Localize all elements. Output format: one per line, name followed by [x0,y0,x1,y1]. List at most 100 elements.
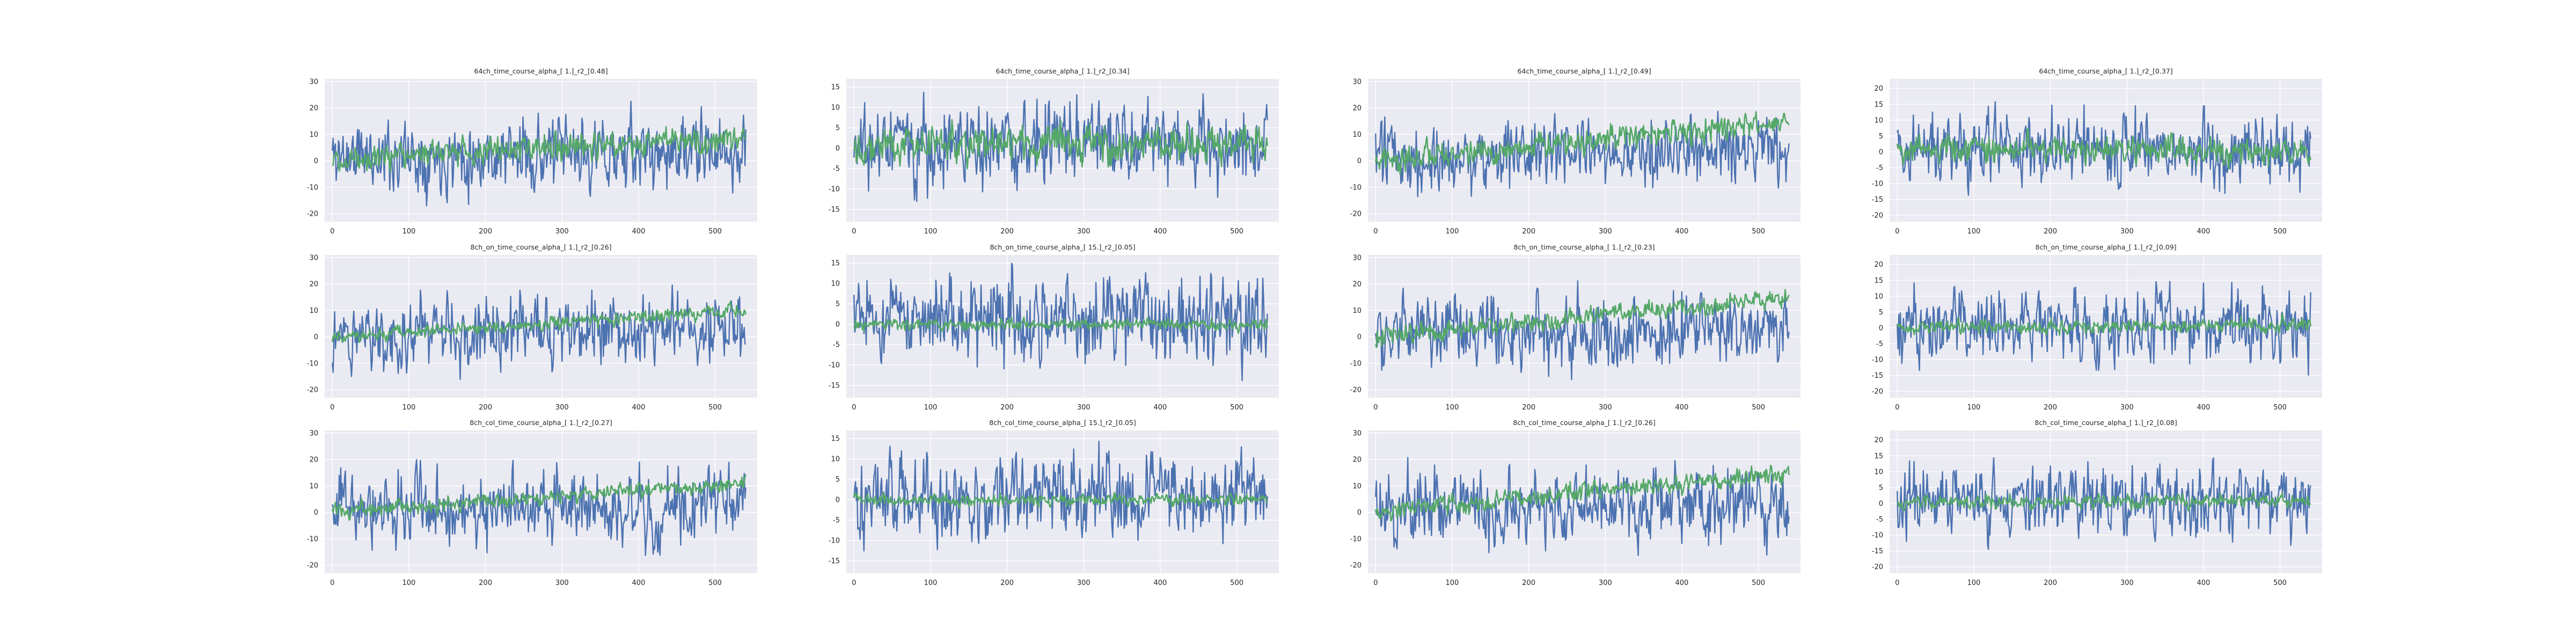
green-series-line [1374,464,1790,522]
x-tick-label: 0 [852,228,856,236]
x-tick-label: 100 [1446,404,1459,412]
blue-series-line [332,284,746,380]
y-tick-label: 10 [1874,468,1883,476]
green-series-line [1375,289,1790,348]
y-tick-label: -20 [1350,386,1362,394]
subplot-6: 0 100 200 300 400 500 -15 -10 -5 0 5 10 15 8ch_on_tim… [829,243,1279,412]
x-tick-label: 0 [330,404,334,412]
subplot-title: 8ch_on_time_course_alpha_[ 15.]_r2_[0.05… [990,243,1135,251]
green-series-line [332,126,747,173]
x-tick-label: 400 [1675,404,1688,412]
subplot-10: 0 100 200 300 400 500 -15 -10 -5 0 5 10 15 8ch_col_ti… [829,419,1279,587]
y-tick-label: -10 [307,360,318,368]
x-tick-label: 200 [1000,579,1014,587]
x-tick-label: 100 [402,404,416,412]
y-tick-label: 10 [309,307,318,315]
subplot-4: 0 100 200 300 400 500 -20 -15 -10 -5 0 5 10 15 20 64ch_… [1872,67,2322,236]
y-tick-label: 20 [309,105,318,113]
y-tick-label: 20 [1352,105,1362,113]
blue-series-line [1375,457,1790,557]
x-tick-label: 0 [852,404,856,412]
y-tick-label: -5 [1876,340,1883,348]
x-tick-label: 500 [708,404,722,412]
y-tick-label: -20 [1350,562,1362,570]
y-tick-label: -15 [1872,196,1883,204]
x-tick-label: 300 [1077,579,1091,587]
x-tick-label: 200 [1522,228,1535,236]
y-tick-label: 10 [1352,482,1362,491]
x-tick-label: 300 [1599,228,1612,236]
y-tick-label: 5 [1879,309,1883,317]
subplot-9: 0 100 200 300 400 500 -20 -10 0 10 20 30 8ch_col_tim… [307,419,757,587]
x-tick-label: 300 [1599,579,1612,587]
x-tick-label: 500 [708,579,722,587]
x-tick-label: 100 [1446,579,1459,587]
x-tick-label: 100 [924,579,938,587]
x-tick-label: 200 [1522,579,1535,587]
x-tick-label: 500 [708,228,722,236]
subplot-12: 0 100 200 300 400 500 -20 -15 -10 -5 0 5 10 15 20 8ch_c… [1872,419,2322,587]
y-tick-label: 0 [1357,333,1362,341]
y-tick-label: -5 [833,165,840,173]
y-tick-label: -10 [1350,360,1362,368]
y-tick-label: -10 [1872,356,1883,364]
y-tick-label: -10 [1872,180,1883,188]
y-tick-label: -20 [1872,564,1883,572]
y-tick-label: 0 [1357,157,1362,165]
x-tick-label: 200 [479,228,492,236]
y-tick-label: 20 [1874,436,1883,444]
y-tick-label: 10 [1352,131,1362,139]
subplot-title: 64ch_time_course_alpha_[ 1.]_r2_[0.34] [996,67,1129,75]
x-tick-label: 0 [852,579,856,587]
subplot-title: 64ch_time_course_alpha_[ 1.]_r2_[0.37] [2039,67,2172,75]
y-tick-label: 0 [314,333,318,341]
x-tick-label: 100 [1967,579,1981,587]
green-series-line [1897,313,2311,336]
x-tick-label: 200 [2044,404,2057,412]
x-tick-label: 100 [1967,228,1981,236]
y-tick-label: -10 [307,535,318,543]
y-tick-label: -20 [307,562,318,570]
y-tick-label: 30 [1352,429,1362,437]
x-tick-label: 300 [1077,228,1091,236]
x-tick-label: 500 [2273,228,2287,236]
y-tick-label: 5 [836,125,840,133]
y-tick-label: 0 [1357,509,1362,517]
y-tick-label: 10 [1352,307,1362,315]
subplot-title: 8ch_on_time_course_alpha_[ 1.]_r2_[0.09] [2035,243,2176,251]
blue-series-line [1375,280,1790,380]
x-tick-label: 400 [632,228,645,236]
subplot-title: 64ch_time_course_alpha_[ 1.]_r2_[0.48] [474,67,608,75]
y-tick-label: -5 [833,341,840,349]
x-tick-label: 200 [479,579,492,587]
subplot-11: 0 100 200 300 400 500 -20 -10 0 10 20 30 8ch_col_tim… [1350,419,1801,587]
x-tick-label: 400 [1675,228,1688,236]
y-tick-label: -20 [1872,212,1883,220]
y-tick-label: -10 [1350,184,1362,192]
x-tick-label: 200 [1522,404,1535,412]
subplot-1: 0 100 200 300 400 500 -20 -10 0 10 20 30 64ch_time_c… [307,67,757,236]
subplot-7: 0 100 200 300 400 500 -20 -10 0 10 20 30 8ch_on_time… [1350,243,1801,412]
y-tick-label: 15 [1874,452,1883,460]
y-tick-label: -10 [829,362,840,370]
y-tick-label: -20 [307,210,318,218]
y-tick-label: -10 [1872,532,1883,540]
y-tick-label: 0 [1879,148,1883,156]
x-tick-label: 200 [2044,579,2057,587]
x-tick-label: 0 [1373,404,1378,412]
subplot-title: 8ch_col_time_course_alpha_[ 1.]_r2_[0.26… [1513,419,1656,427]
x-tick-label: 0 [330,228,334,236]
y-tick-label: 30 [309,254,318,262]
y-tick-label: 10 [1874,116,1883,125]
x-tick-label: 400 [1153,228,1167,236]
blue-series-line [853,262,1268,382]
x-tick-label: 400 [632,404,645,412]
y-tick-label: 10 [1874,292,1883,301]
subplot-title: 8ch_on_time_course_alpha_[ 1.]_r2_[0.26] [470,243,611,251]
x-tick-label: 300 [555,404,569,412]
subplot-title: 8ch_col_time_course_alpha_[ 1.]_r2_[0.08… [2035,419,2177,427]
y-tick-label: -5 [1876,516,1883,524]
x-tick-label: 400 [1153,404,1167,412]
